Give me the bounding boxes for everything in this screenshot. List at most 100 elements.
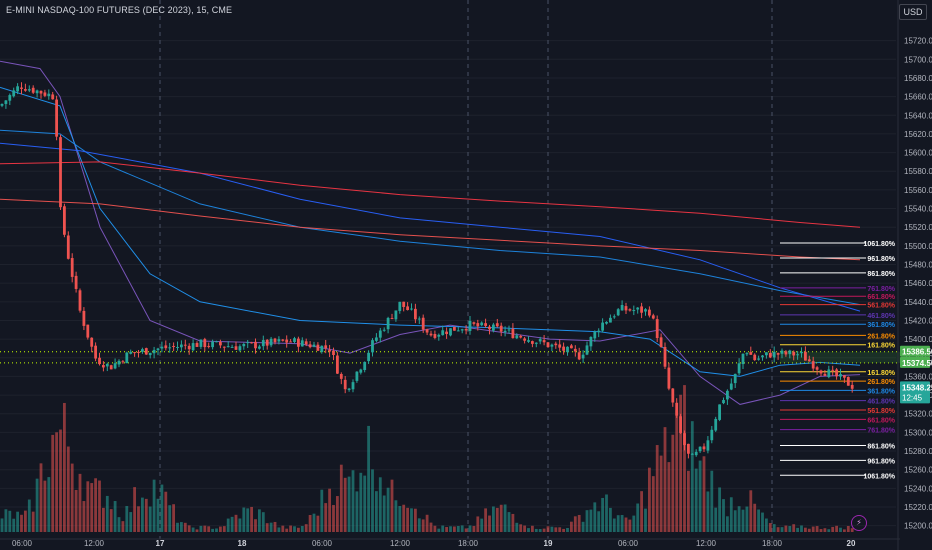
volume-bar: [472, 525, 476, 532]
volume-bar: [316, 515, 320, 532]
time-tick-label: 06:00: [618, 539, 639, 548]
candle-body: [788, 350, 792, 355]
volume-bar: [70, 463, 74, 532]
moving-average-line: [0, 161, 861, 228]
volume-bar: [612, 518, 616, 532]
price-axis[interactable]: 15720.00 15700.00 15680.00 15660.00 15640.00…: [897, 0, 932, 550]
candle-body: [371, 340, 374, 353]
candle-body: [850, 384, 854, 389]
candle-body: [714, 418, 718, 431]
volume-bar: [222, 526, 226, 532]
fib-level-label: 361.80%: [867, 388, 895, 395]
time-tick-label: 17: [156, 539, 165, 548]
volume-bar: [144, 498, 148, 532]
candle-body: [733, 373, 737, 384]
session-dividers: [159, 0, 773, 539]
volume-bar: [328, 488, 331, 532]
candle-body: [47, 93, 51, 97]
volume-bar: [258, 509, 261, 532]
volume-bar: [616, 515, 620, 532]
volume-bar: [141, 497, 144, 532]
candle-body: [215, 341, 218, 343]
volume-bar: [215, 528, 218, 532]
candle-body: [285, 339, 289, 343]
candle-body: [698, 446, 702, 452]
volume-bar: [394, 500, 398, 532]
volume-bar: [113, 501, 117, 532]
candle-body: [148, 352, 152, 356]
volume-bar: [273, 521, 277, 532]
volume-bar: [839, 527, 842, 532]
volume-bar: [90, 483, 94, 532]
candle-body: [433, 334, 437, 338]
candle-body: [269, 338, 273, 346]
candle-body: [16, 86, 19, 92]
price-tick-label: 15240.00: [904, 484, 932, 493]
fib-level-label: 361.80%: [867, 322, 895, 329]
candles[interactable]: [0, 82, 854, 459]
volume-bar: [570, 521, 573, 532]
candle-body: [636, 307, 640, 310]
candle-body: [320, 345, 324, 352]
time-tick-label: 06:00: [312, 539, 333, 548]
volume-bar: [741, 509, 745, 532]
volume-bar: [593, 502, 597, 532]
candle-body: [222, 346, 226, 348]
moving-average-line: [0, 86, 861, 377]
volume-bar: [546, 526, 550, 532]
price-tick-label: 15680.00: [904, 74, 932, 83]
volume-bar: [386, 487, 390, 532]
time-axis[interactable]: 06:00 12:00 17 18 06:00 12:00 18:00 19 06:00 12:0…: [0, 538, 900, 548]
candle-body: [437, 334, 441, 337]
volume-bar: [651, 476, 655, 532]
candle-body: [66, 235, 70, 259]
candle-body: [749, 352, 753, 355]
candle-body: [382, 329, 386, 331]
candle-body: [445, 331, 448, 335]
currency-button[interactable]: USD: [899, 4, 927, 20]
symbol-title[interactable]: E-MINI NASDAQ-100 FUTURES (DEC 2023), 15…: [6, 5, 233, 15]
price-tick-label: 15200.00: [904, 522, 932, 531]
candle-body: [289, 341, 292, 343]
volume-bar: [160, 484, 164, 532]
price-tick-label: 15720.00: [904, 37, 932, 46]
candle-body: [20, 87, 23, 89]
volume-bar: [492, 506, 495, 532]
candle-body: [581, 354, 585, 359]
candle-body: [144, 348, 148, 355]
candle-body: [8, 95, 12, 101]
fib-extensions[interactable]: 1061.80%961.80%861.80%761.80%661.80%561.…: [780, 241, 896, 480]
volume-bar: [82, 501, 86, 532]
volume-bars: [0, 385, 854, 532]
candle-body: [679, 416, 682, 433]
candle-body: [219, 341, 222, 346]
candle-body: [507, 329, 511, 331]
volume-bar: [807, 528, 811, 532]
volume-bar: [788, 526, 792, 532]
volume-bar: [16, 511, 19, 532]
price-label-text: 15386.50: [902, 348, 932, 357]
candle-body: [43, 92, 47, 96]
volume-bar: [355, 491, 359, 532]
volume-bar: [577, 514, 581, 532]
volume-bar: [464, 528, 468, 532]
candle-body: [585, 345, 589, 355]
price-tick-label: 15440.00: [904, 298, 932, 307]
volume-bar: [425, 514, 429, 532]
volume-bar: [753, 503, 757, 532]
candle-body: [406, 306, 409, 311]
volume-bar: [655, 445, 659, 532]
lightning-icon[interactable]: ⚡: [851, 515, 867, 531]
volume-bar: [495, 507, 499, 532]
candle-body: [207, 345, 211, 347]
candle-body: [425, 329, 429, 333]
price-tick-label: 15300.00: [904, 428, 932, 437]
volume-bar: [702, 456, 706, 532]
candle-body: [811, 361, 815, 369]
volume-bar: [390, 479, 394, 532]
price-tick-label: 15420.00: [904, 316, 932, 325]
volume-bar: [835, 525, 838, 532]
price-tick-label: 15560.00: [904, 186, 932, 195]
candle-body: [398, 301, 402, 311]
